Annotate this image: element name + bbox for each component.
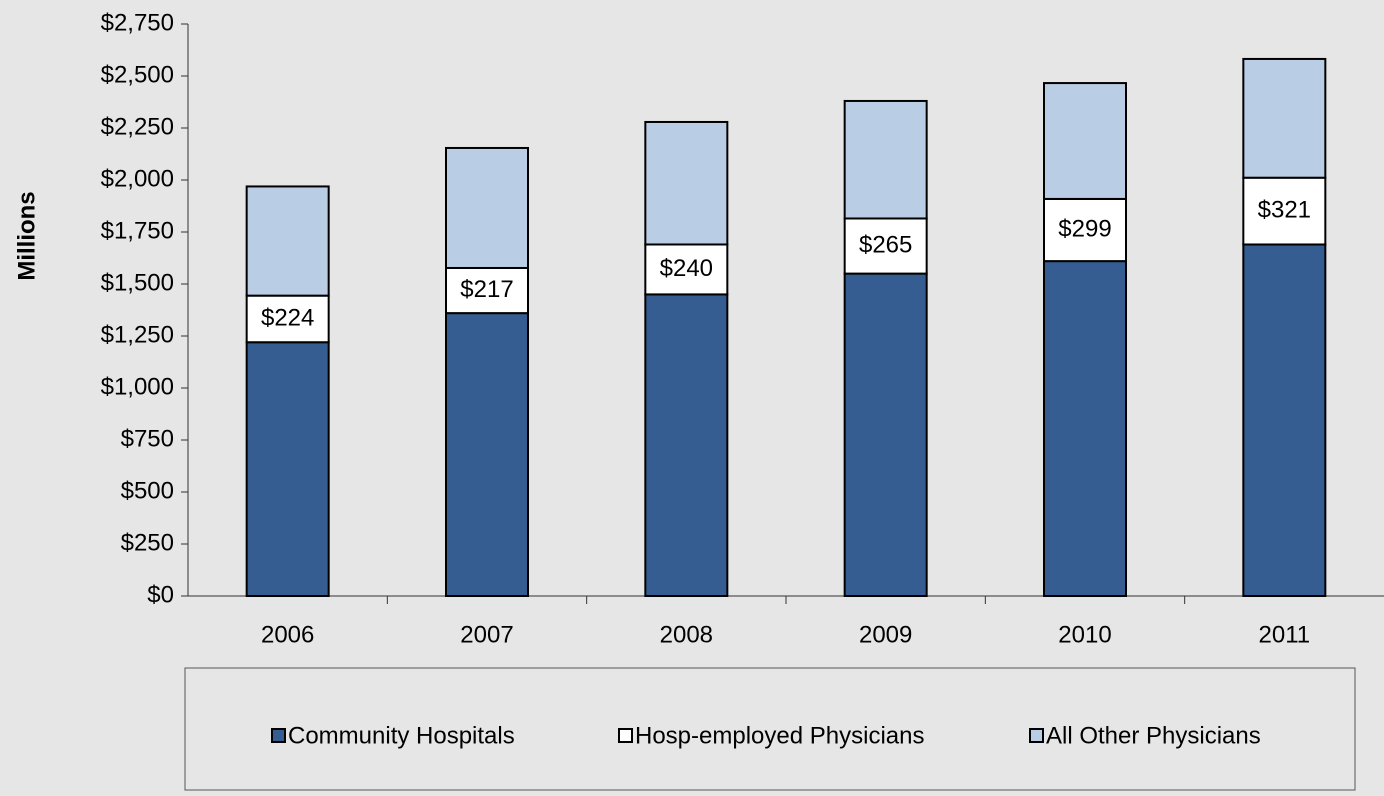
data-label: $299: [1058, 215, 1111, 242]
data-label: $224: [261, 304, 314, 331]
y-tick-label: $2,500: [101, 61, 174, 88]
legend-label: Hosp-employed Physicians: [635, 722, 924, 749]
x-tick-label: 2007: [460, 621, 513, 648]
legend-label: Community Hospitals: [288, 722, 515, 749]
y-tick-label: $2,250: [101, 113, 174, 140]
bar-segment: [445, 312, 529, 597]
y-tick-label: $1,000: [101, 373, 174, 400]
y-tick-label: $750: [121, 425, 174, 452]
data-label: $240: [660, 255, 713, 282]
y-tick-label: $1,250: [101, 321, 174, 348]
y-tick-label: $500: [121, 477, 174, 504]
bar-segment: [843, 272, 928, 597]
data-label: $321: [1258, 196, 1311, 223]
y-tick-label: $0: [147, 581, 174, 608]
bar-segment: [843, 99, 928, 220]
bar-segment: [843, 217, 928, 275]
y-tick-label: $1,750: [101, 217, 174, 244]
x-tick-label: 2008: [660, 621, 713, 648]
bar-segment: [445, 266, 529, 315]
bar-segment: [644, 120, 729, 246]
legend-label: All Other Physicians: [1046, 722, 1261, 749]
bar-segment: [245, 341, 330, 597]
x-tick-label: 2006: [261, 621, 314, 648]
y-tick-label: $2,750: [101, 9, 174, 36]
bar-segment: [445, 146, 529, 269]
bar-segment: [644, 293, 729, 597]
bar-segment: [1242, 57, 1327, 179]
x-tick-label: 2009: [859, 621, 912, 648]
legend-swatch: [1029, 728, 1044, 743]
x-tick-label: 2010: [1058, 621, 1111, 648]
bar-segment: [1242, 176, 1327, 246]
legend-swatch: [271, 728, 286, 743]
data-label: $217: [460, 276, 513, 303]
bar-segment: [1043, 82, 1127, 200]
legend-swatch: [618, 728, 633, 743]
y-tick-label: $2,000: [101, 165, 174, 192]
bar-segment: [1043, 197, 1127, 263]
y-tick-label: $250: [121, 529, 174, 556]
bar-segment: [1043, 260, 1127, 597]
x-tick-label: 2011: [1259, 621, 1311, 648]
bar-segment: [245, 185, 330, 297]
y-tick-label: $1,500: [101, 269, 174, 296]
legend-box: [184, 667, 1356, 791]
data-label: $265: [859, 231, 912, 258]
y-axis-label: Millions: [13, 191, 40, 280]
bar-segment: [1242, 243, 1327, 597]
